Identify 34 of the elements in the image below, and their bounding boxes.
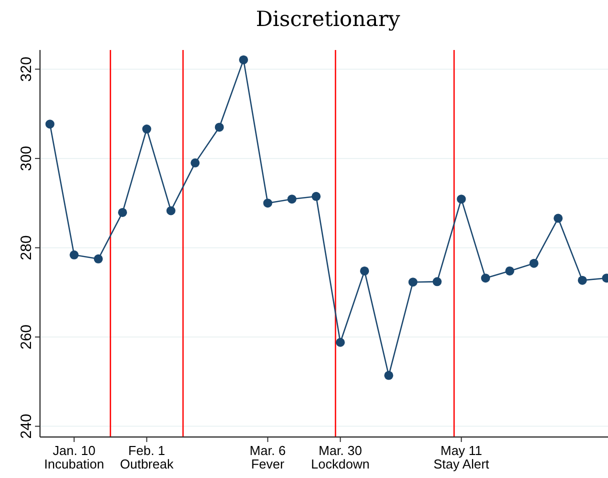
x-tick-label: Mar. 6 Fever xyxy=(250,443,286,472)
point xyxy=(408,278,418,287)
point xyxy=(45,120,54,129)
y-tick-label: 300 xyxy=(18,146,35,171)
x-tick-label: Jan. 10 Incubation xyxy=(44,443,104,472)
point xyxy=(360,266,370,276)
point xyxy=(432,277,442,286)
point xyxy=(190,158,200,168)
point xyxy=(166,206,176,216)
point xyxy=(505,266,514,276)
point xyxy=(118,208,128,217)
point xyxy=(384,370,394,380)
x-tick-label: Mar. 30 Lockdown xyxy=(311,443,370,472)
x-tick-label: May 11 Stay Alert xyxy=(434,443,490,472)
point xyxy=(529,258,538,268)
y-tick-label: 260 xyxy=(18,324,35,350)
point xyxy=(578,276,587,285)
point xyxy=(456,194,466,204)
point xyxy=(94,254,103,264)
point xyxy=(70,250,79,260)
point xyxy=(263,198,272,208)
point xyxy=(142,124,152,134)
point xyxy=(214,122,224,132)
point xyxy=(336,338,345,347)
point xyxy=(554,214,563,223)
chart-title: Discretionary xyxy=(256,7,400,31)
point xyxy=(312,192,321,201)
y-tick-label: 240 xyxy=(18,414,35,439)
y-tick-label: 280 xyxy=(18,235,35,260)
y-tick-label: 320 xyxy=(18,56,35,82)
x-tick-label: Feb. 1 Outbreak xyxy=(120,443,174,472)
point xyxy=(287,194,296,204)
point xyxy=(239,55,248,64)
point xyxy=(481,274,490,283)
